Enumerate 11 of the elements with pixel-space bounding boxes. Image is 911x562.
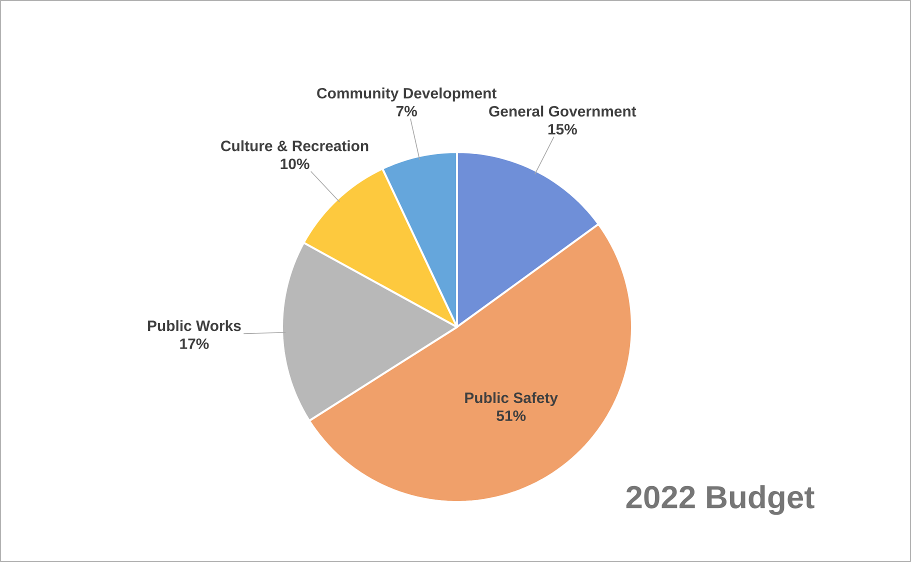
data-label: 51% <box>496 410 526 422</box>
slice-label: Public Safety <box>465 392 558 406</box>
data-label: 10% <box>280 158 310 170</box>
slice-label: Culture & Recreation <box>221 140 368 152</box>
text: 2022 Budget <box>626 485 814 515</box>
slice-label: Community Development <box>317 88 496 102</box>
slice-label: General Government <box>489 106 636 117</box>
data-label: 17% <box>180 338 209 349</box>
data-label: 7% <box>396 106 418 116</box>
data-label: 15% <box>548 124 577 135</box>
slice-label: Public Works <box>148 320 241 332</box>
